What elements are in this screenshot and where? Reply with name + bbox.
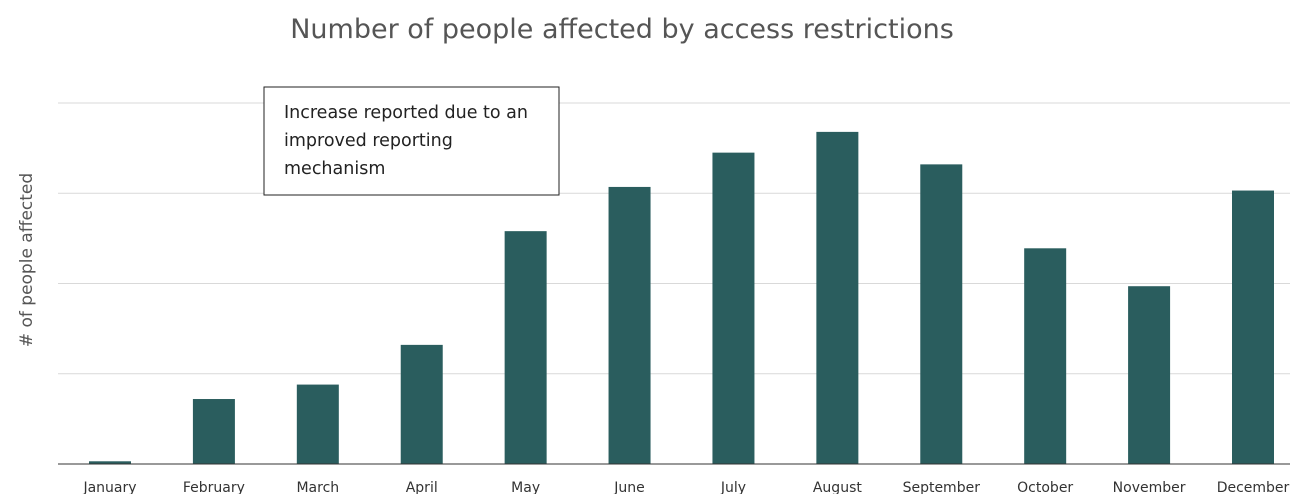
x-tick-june: June — [613, 480, 645, 494]
gridlines — [58, 102, 1290, 375]
x-tick-february: February — [183, 480, 245, 494]
bar-december — [1232, 190, 1274, 465]
x-tick-august: August — [813, 480, 863, 494]
x-tick-october: October — [1017, 480, 1073, 494]
x-tick-labels: January February March April May June July Augu… — [82, 480, 1289, 494]
bar-january — [89, 461, 131, 464]
annotation-line-1: Increase reported due to an — [284, 103, 528, 123]
y-axis-label: # of people affected — [17, 173, 37, 347]
annotation-frame — [263, 86, 560, 196]
x-tick-november: November — [1113, 480, 1186, 494]
bar-march — [296, 384, 339, 464]
bar-april — [400, 344, 443, 464]
bars — [89, 131, 1274, 465]
x-tick-july: July — [720, 480, 746, 494]
x-tick-april: April — [406, 480, 438, 494]
annotation-box: Increase reported due to an improved rep… — [263, 86, 560, 196]
bar-may — [504, 231, 547, 464]
bar-september — [920, 164, 963, 464]
bar-june — [608, 186, 651, 464]
bar-october — [1024, 248, 1067, 464]
x-tick-december: December — [1217, 480, 1290, 494]
bar-february — [192, 399, 235, 464]
bar-august — [816, 131, 859, 464]
chart-title: Number of people affected by access rest… — [290, 14, 954, 45]
annotation-line-3: mechanism — [284, 159, 385, 179]
x-tick-september: September — [903, 480, 981, 494]
x-tick-may: May — [511, 480, 540, 494]
bar-july — [712, 152, 755, 464]
bar-november — [1128, 286, 1171, 464]
x-tick-march: March — [296, 480, 339, 494]
x-tick-january: January — [82, 480, 136, 494]
annotation-line-2: improved reporting — [284, 131, 453, 151]
